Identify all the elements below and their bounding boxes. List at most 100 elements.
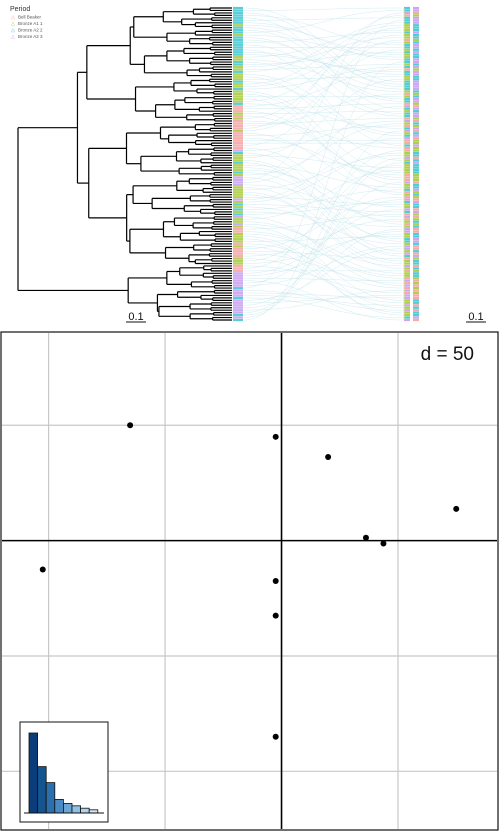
connector-line xyxy=(243,196,403,250)
right-tip-label xyxy=(413,237,419,241)
right-tip-label xyxy=(413,176,419,179)
connector-line xyxy=(243,231,403,277)
right-tip-label xyxy=(404,252,410,255)
right-tip-label xyxy=(404,58,410,61)
legend-entry-label: Bronze A2 2 xyxy=(18,28,43,33)
right-tip-label xyxy=(413,48,419,51)
right-tip-label xyxy=(404,154,410,157)
connector-line xyxy=(243,118,403,124)
right-tip-label xyxy=(404,43,410,46)
right-tip-label xyxy=(404,311,410,314)
right-tip-label xyxy=(413,181,419,184)
right-tip-label xyxy=(404,73,410,76)
connector-line xyxy=(243,295,403,306)
connector-line xyxy=(243,189,403,210)
right-tip-label xyxy=(404,63,410,66)
grid-scale-label: d = 50 xyxy=(421,344,474,365)
right-tip-label xyxy=(413,183,419,186)
connector-line xyxy=(243,172,403,240)
left-tip-label xyxy=(233,213,243,216)
right-tip-label xyxy=(404,196,410,199)
connector-line xyxy=(243,169,403,220)
eigenvalue-bar xyxy=(71,805,82,814)
right-tip-label xyxy=(404,87,410,91)
left-tip-label xyxy=(233,284,243,287)
right-tip-label xyxy=(404,316,410,319)
right-tip-label xyxy=(404,225,410,228)
left-tip-label xyxy=(233,43,243,46)
left-tip-label xyxy=(233,203,243,206)
left-tip-label xyxy=(233,255,243,258)
left-tip-label xyxy=(233,85,243,88)
connector-line xyxy=(243,24,403,55)
connector-line xyxy=(243,155,403,191)
left-tip-label xyxy=(233,33,243,37)
right-tip-label xyxy=(404,269,410,272)
right-tip-label xyxy=(413,264,419,268)
right-tip-label xyxy=(413,46,419,49)
left-tip-label xyxy=(233,181,243,184)
left-tip-label xyxy=(233,193,243,196)
left-tip-label xyxy=(233,228,243,231)
right-tip-label xyxy=(413,294,419,297)
right-tip-label xyxy=(413,235,419,238)
right-tip-label xyxy=(404,304,410,307)
left-tip-label xyxy=(233,48,243,51)
right-tip-label xyxy=(404,237,410,241)
right-tip-label xyxy=(404,142,410,145)
right-tip-label xyxy=(413,188,419,191)
left-tip-label xyxy=(233,164,243,167)
right-tip-label xyxy=(413,228,419,231)
left-tip-label xyxy=(233,313,243,317)
left-tip-label xyxy=(233,232,243,236)
right-tip-label xyxy=(404,259,410,263)
right-tip-label xyxy=(404,289,410,292)
right-tip-label xyxy=(413,240,419,243)
right-tip-label xyxy=(404,220,410,223)
right-tip-label xyxy=(404,80,410,83)
right-tip-label xyxy=(413,26,419,29)
left-tip-label xyxy=(233,122,243,125)
scatter-point xyxy=(362,534,369,541)
left-tip-label xyxy=(233,16,243,19)
right-tip-label xyxy=(413,286,419,290)
right-tip-label xyxy=(404,245,410,248)
left-tip-label xyxy=(233,161,243,164)
right-tip-label xyxy=(404,257,410,260)
connector-line xyxy=(243,177,403,254)
right-tip-label xyxy=(413,301,419,304)
left-tip-label xyxy=(233,252,243,255)
left-tip-label xyxy=(233,282,243,285)
right-tip-label xyxy=(404,191,410,194)
connector-line xyxy=(243,152,403,203)
right-tip-label xyxy=(404,119,410,123)
left-tip-label xyxy=(233,137,243,140)
left-tip-label xyxy=(233,250,243,253)
right-tip-label xyxy=(404,137,410,140)
left-tip-label xyxy=(233,53,243,56)
right-tip-label xyxy=(404,146,410,150)
connector-line xyxy=(243,59,403,92)
right-tip-label xyxy=(413,139,419,142)
connector-line xyxy=(243,150,403,269)
right-tip-label xyxy=(404,107,410,110)
right-tip-label xyxy=(404,166,410,169)
right-tip-label xyxy=(413,129,419,132)
connector-line xyxy=(243,106,403,183)
right-tip-label xyxy=(404,235,410,238)
right-tip-label xyxy=(413,250,419,253)
right-tip-label xyxy=(413,316,419,319)
right-tip-label xyxy=(404,48,410,51)
scatter-point xyxy=(380,540,387,547)
right-tip-label xyxy=(413,291,419,295)
right-tip-label xyxy=(404,279,410,282)
left-tip-label xyxy=(233,269,243,272)
right-tip-label xyxy=(413,166,419,169)
legend-marker: △ xyxy=(11,15,15,21)
right-tip-label xyxy=(404,9,410,12)
right-tip-label xyxy=(413,122,419,125)
connector-line xyxy=(243,7,403,11)
right-tip-label xyxy=(413,200,419,204)
right-tip-label xyxy=(404,277,410,280)
left-tip-label xyxy=(233,6,243,10)
